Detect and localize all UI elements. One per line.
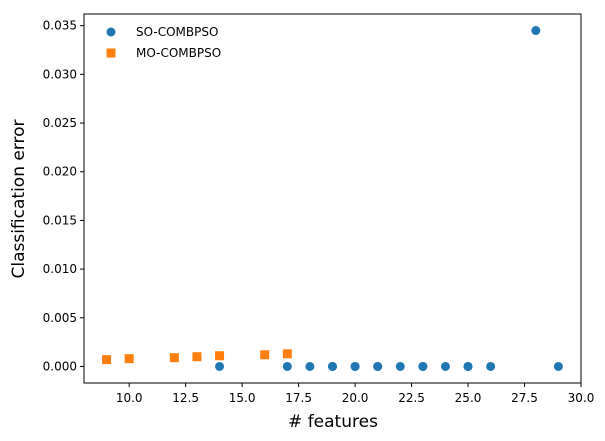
x-tick-label: 20.0 [342,391,369,405]
x-tick-label: 25.0 [455,391,482,405]
y-tick-label: 0.005 [43,311,77,325]
so-combpso-point [463,361,473,371]
so-combpso-point [531,26,541,36]
so-combpso-point [486,361,496,371]
y-tick-label: 0.020 [43,165,77,179]
y-tick-label: 0.010 [43,262,77,276]
mo-combpso-point [102,355,112,365]
so-combpso-point [553,361,563,371]
x-tick-label: 12.5 [172,391,199,405]
mo-combpso-point [169,353,179,363]
so-combpso-point [395,361,405,371]
y-tick-label: 0.025 [43,116,77,130]
legend-label-mo-combpso: MO-COMBPSO [136,46,221,60]
y-tick-label: 0.000 [43,359,77,373]
legend-label-so-combpso: SO-COMBPSO [136,25,218,39]
plot-frame [83,13,582,384]
y-axis-ticks: 0.000 0.005 0.010 0.015 0.020 0.025 0.030 0.035 [43,19,84,373]
mo-combpso-point [282,349,292,359]
x-tick-label: 10.0 [116,391,143,405]
so-combpso-point [305,361,315,371]
legend-marker-mo-combpso [106,48,116,58]
so-combpso-point [373,361,383,371]
mo-combpso-point [124,354,134,364]
so-combpso-point [350,361,360,371]
data-points [102,26,563,371]
x-tick-label: 22.5 [398,391,425,405]
so-combpso-point [215,361,225,371]
y-axis-label: Classification error [9,119,29,278]
x-tick-label: 30.0 [568,391,595,405]
mo-combpso-point [215,351,225,361]
x-tick-label: 17.5 [285,391,312,405]
legend: SO-COMBPSO MO-COMBPSO [106,25,221,60]
mo-combpso-point [192,352,202,362]
x-tick-label: 27.5 [511,391,538,405]
x-axis-ticks: 10.0 12.5 15.0 17.5 20.0 22.5 25.0 27.5 30.0 [116,383,595,405]
so-combpso-point [328,361,337,371]
legend-marker-so-combpso [106,27,116,37]
x-tick-label: 15.0 [229,391,256,405]
mo-combpso-point [260,350,270,360]
y-tick-label: 0.035 [43,19,77,33]
y-tick-label: 0.030 [43,67,77,81]
so-combpso-point [440,361,450,371]
so-combpso-point [282,361,292,371]
so-combpso-point [418,361,428,371]
x-axis-label: # features [288,412,378,432]
y-tick-label: 0.015 [43,213,77,227]
